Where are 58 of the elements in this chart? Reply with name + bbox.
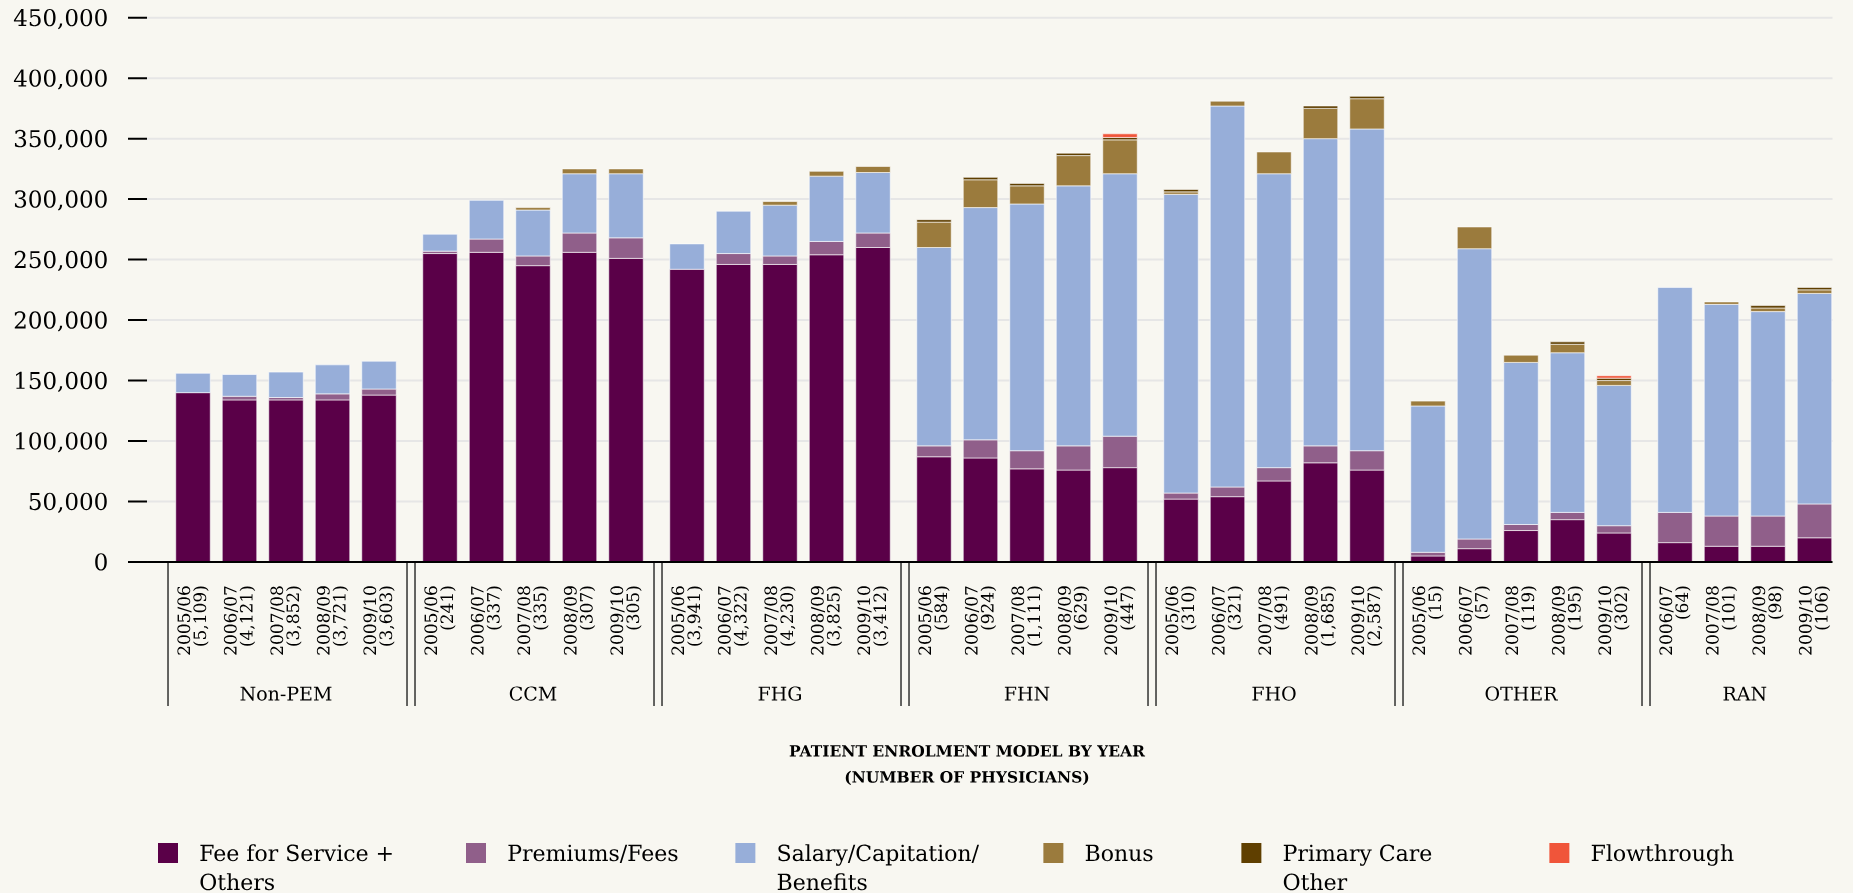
y-tick-label: 100,000 — [16, 432, 107, 453]
x-tick-label: 2009/10 (3,603) — [363, 586, 395, 655]
legend-label: Premiums/Fees — [508, 844, 678, 863]
y-tick-label: 150,000 — [16, 371, 107, 392]
x-tick-label: 2007/08 (491) — [1258, 586, 1290, 655]
y-tick-label: 200,000 — [14, 311, 107, 332]
y-tick-label: 300,000 — [14, 190, 107, 211]
x-tick-label: 2005/06 (5,109) — [177, 586, 209, 655]
x-tick-label: 2005/06 (3,941) — [671, 586, 703, 655]
x-tick-label: 2006/07 (4,121) — [223, 586, 256, 655]
x-tick-label: 2009/10 (447) — [1104, 586, 1136, 655]
y-tick-label: 350,000 — [14, 129, 107, 151]
legend-label: Salary/Capitation/ Benefits — [777, 844, 979, 891]
x-tick-label: 2006/07 (57) — [1458, 586, 1491, 655]
y-tick-label: 50,000 — [29, 492, 107, 513]
x-tick-label: 2008/09 (195) — [1551, 586, 1584, 655]
x-tick-label: 2005/06 (15) — [1412, 586, 1444, 655]
x-axis-title: Non-PEM — [240, 686, 332, 701]
x-tick-label: 2009/10 (106) — [1798, 586, 1831, 655]
x-tick-label: 2005/06 (241) — [424, 586, 456, 655]
y-tick-label: 250,000 — [14, 250, 107, 272]
x-tick-label: 2007/08 (335) — [517, 586, 549, 655]
x-tick-label: 2008/09 (629) — [1057, 586, 1090, 655]
x-axis-title: RAN — [1723, 686, 1767, 701]
y-tick-label: 0 — [95, 553, 107, 571]
x-tick-label: 2006/07 (64) — [1659, 586, 1691, 655]
x-tick-label: 2007/08 (4,230) — [764, 586, 796, 655]
x-axis-title: FHO — [1252, 686, 1296, 701]
x-axis-title: OTHER — [1485, 686, 1558, 701]
x-tick-label: 2007/08 (101) — [1705, 586, 1738, 655]
x-tick-label: 2009/10 (2,587) — [1351, 586, 1383, 655]
x-tick-label: 2006/07 (337) — [470, 586, 503, 655]
x-axis-title: FHG — [758, 686, 801, 701]
x-tick-label: 2005/06 (584) — [918, 586, 950, 655]
x-axis-title: CCM — [509, 686, 557, 701]
x-tick-label: 2006/07 (924) — [964, 586, 997, 655]
x-tick-label: 2009/10 (3,412) — [857, 586, 889, 655]
text: PATIENT ENROLMENT MODEL BY YEAR (NUMBER OF PHYSICIANS) — [789, 745, 1146, 785]
x-tick-label: 2009/10 (305) — [610, 586, 642, 655]
y-tick-label: 450,000 — [13, 8, 107, 30]
x-tick-label: 2008/09 (1,685) — [1304, 586, 1337, 655]
x-tick-label: 2009/10 (302) — [1598, 586, 1630, 655]
legend-label: Fee for Service + Others — [200, 844, 392, 891]
x-axis-title: FHN — [1004, 686, 1050, 701]
x-tick-label: 2007/08 (119) — [1505, 586, 1537, 655]
x-tick-label: 2008/09 (3,721) — [316, 586, 349, 655]
x-tick-label: 2008/09 (3,825) — [810, 586, 843, 655]
legend-label: Primary Care Other — [1283, 844, 1432, 891]
x-tick-label: 2008/09 (98) — [1752, 586, 1784, 655]
x-tick-label: 2007/08 (1,111) — [1011, 586, 1043, 655]
legend-label: Flowthrough — [1591, 844, 1734, 866]
x-tick-label: 2008/09 (307) — [563, 586, 596, 655]
x-tick-label: 2007/08 (3,852) — [270, 586, 302, 655]
y-tick-label: 400,000 — [13, 69, 107, 90]
x-tick-label: 2005/06 (310) — [1165, 586, 1197, 655]
x-tick-label: 2006/07 (321) — [1211, 586, 1244, 655]
x-tick-label: 2006/07 (4,322) — [717, 586, 750, 655]
legend-label: Bonus — [1085, 844, 1153, 862]
